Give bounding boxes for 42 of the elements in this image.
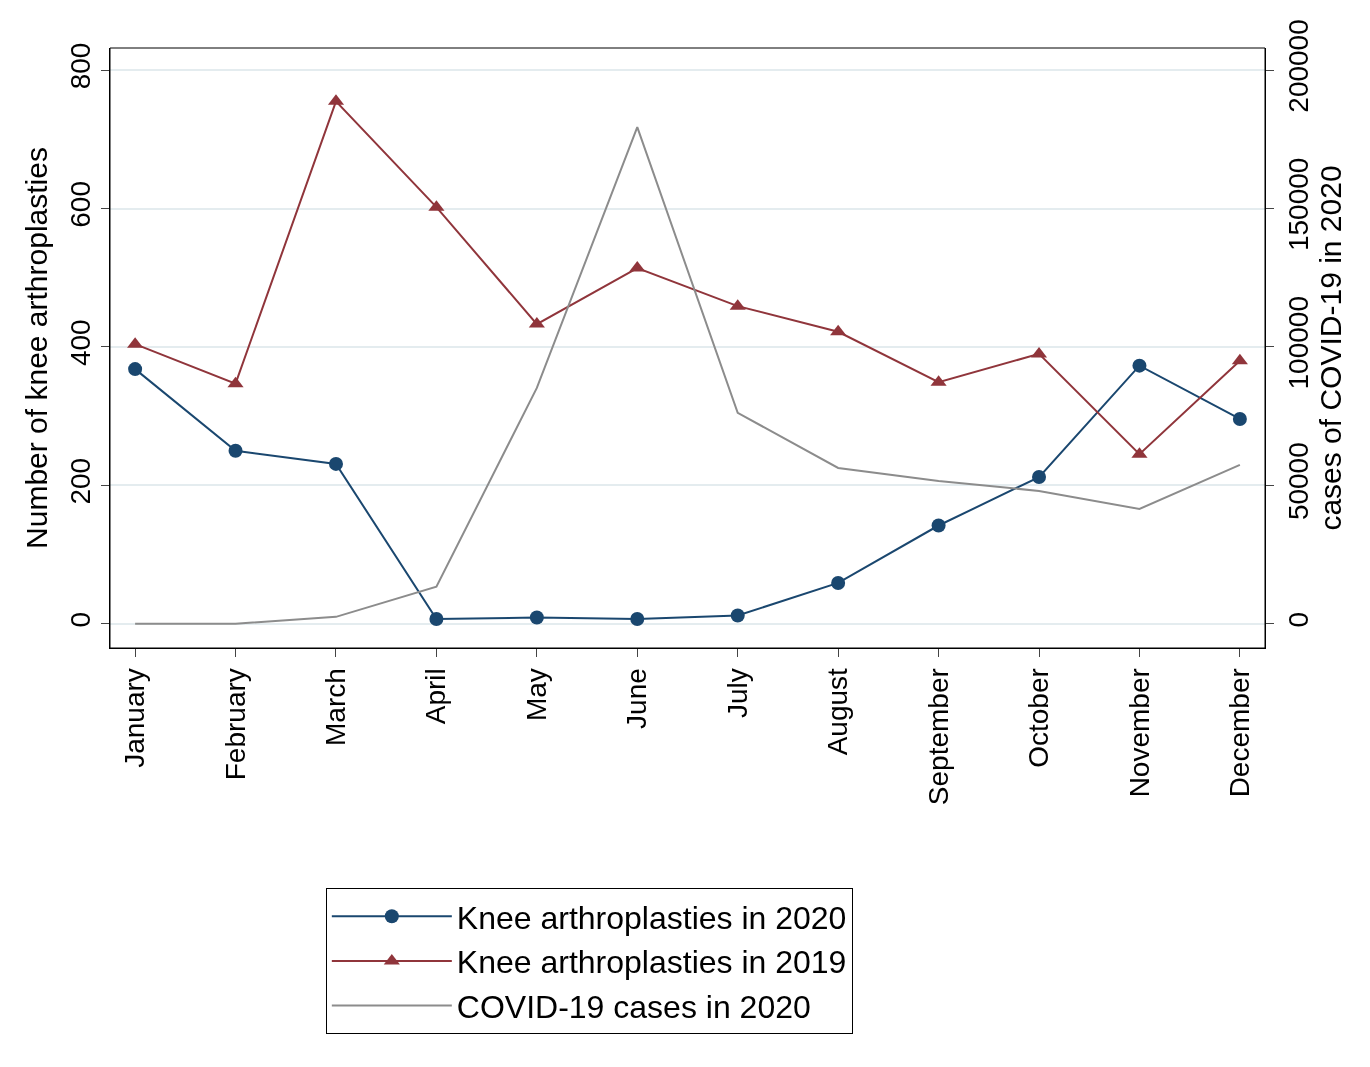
- point: [1032, 470, 1047, 485]
- point: [1132, 358, 1147, 373]
- y2-tick-label: 150000: [1282, 157, 1314, 252]
- point: [1231, 353, 1248, 365]
- x-tick-label: February: [219, 668, 251, 781]
- point: [429, 611, 444, 626]
- legend-label: Knee arthroplasties in 2020: [456, 899, 847, 936]
- point: [831, 575, 846, 590]
- y-tick-label: 200: [64, 457, 96, 505]
- y2-tick-label: 100000: [1282, 296, 1314, 390]
- point: [730, 608, 745, 623]
- x-tick-label: January: [119, 668, 151, 768]
- legend-label: Knee arthroplasties in 2019: [456, 944, 847, 981]
- y-tick-label: 800: [64, 42, 96, 90]
- point: [228, 443, 243, 458]
- point: [830, 324, 847, 336]
- point: [128, 362, 143, 377]
- y2-axis-title: cases of COVID-19 in 2020: [1313, 165, 1347, 531]
- x-tick-label: March: [320, 668, 352, 746]
- x-tick-label: July: [721, 668, 753, 718]
- y2-tick-label: 50000: [1282, 442, 1314, 521]
- y2-tick-label: 200000: [1282, 19, 1314, 113]
- x-tick-label: October: [1023, 668, 1055, 768]
- y-tick-label: 0: [64, 611, 96, 628]
- x-tick-label: September: [922, 668, 954, 806]
- x-tick-label: April: [420, 668, 452, 725]
- y-axis-title: Number of knee arthroplasties: [19, 147, 53, 549]
- legend-label: COVID-19 cases in 2020: [456, 988, 811, 1025]
- point: [630, 611, 645, 626]
- point: [328, 456, 343, 471]
- point: [931, 518, 946, 533]
- point: [1232, 411, 1247, 426]
- x-tick-label: May: [520, 668, 552, 722]
- point: [227, 376, 244, 388]
- x-tick-label: November: [1123, 668, 1155, 798]
- y2-tick-label: 0: [1282, 611, 1314, 628]
- x-tick-label: June: [621, 668, 653, 729]
- y-tick-label: 400: [64, 319, 96, 367]
- point: [529, 610, 544, 625]
- y-tick-label: 600: [64, 180, 96, 228]
- x-tick-label: December: [1223, 668, 1255, 798]
- x-tick-label: August: [822, 667, 854, 756]
